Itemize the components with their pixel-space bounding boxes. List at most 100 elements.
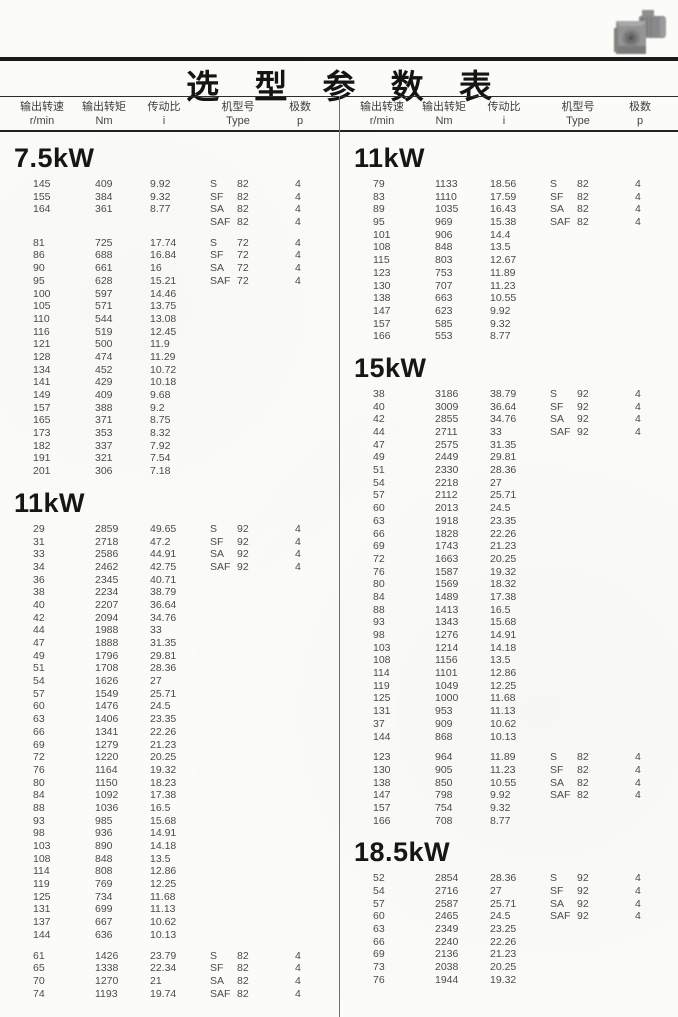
speed-cell — [33, 216, 95, 229]
torque-cell: 1413 — [435, 603, 459, 616]
type-size-cell: 82 — [577, 776, 589, 789]
speed-cell: 63 — [373, 923, 385, 936]
ratio-cell: 19.32 — [490, 565, 517, 578]
torque-cell: 2136 — [435, 948, 459, 961]
type-name-cell — [210, 402, 237, 415]
table-row: 103 1214 14.18 — [340, 642, 678, 655]
ratio-cell: 22.26 — [490, 527, 517, 540]
table-row: 37 909 10.62 — [340, 718, 678, 731]
type-name-cell — [550, 540, 577, 553]
speed-cell: 38 — [373, 387, 385, 400]
speed-unit: r/min — [29, 115, 55, 127]
torque-cell: 1338 — [95, 962, 119, 975]
speed-cell: 145 — [33, 178, 51, 190]
table-row: 63 1406 23.35 — [0, 713, 339, 726]
type-size-cell — [237, 713, 295, 726]
type-name-cell — [210, 751, 237, 764]
type-name-cell — [210, 840, 237, 853]
table-row: 76 1587 19.32 — [340, 566, 678, 579]
ratio-cell: 49.65 — [150, 522, 177, 535]
type-name-cell: SF — [550, 885, 564, 897]
type-name-cell — [210, 929, 237, 942]
ratio-cell: 17.74 — [150, 236, 177, 249]
column-header-ratio: 传动比 i — [488, 100, 521, 128]
table-row: 44 1988 33 — [0, 624, 339, 637]
type-name-cell — [550, 815, 577, 828]
type-size-cell — [237, 440, 295, 453]
torque-cell: 953 — [435, 705, 453, 718]
speed-cell: 34 — [33, 560, 45, 573]
type-name-cell — [210, 891, 237, 904]
type-size-cell — [577, 553, 635, 566]
type-size-cell — [577, 318, 635, 331]
table-row: 121 500 11.9 — [0, 338, 339, 351]
speed-cell: 141 — [33, 376, 51, 389]
type-name-cell — [210, 427, 237, 440]
type-name-cell: SAF — [210, 274, 231, 287]
poles-cell — [635, 305, 675, 318]
type-size-cell — [237, 612, 295, 625]
ratio-cell: 17.38 — [490, 590, 517, 603]
table-row: 60 2013 24.5 — [340, 502, 678, 515]
table-row: 51 1708 28.36 — [0, 662, 339, 675]
torque-cell: 384 — [95, 190, 113, 203]
poles-cell — [635, 923, 675, 936]
speed-cell: 90 — [33, 262, 45, 275]
ratio-cell: 9.2 — [150, 401, 165, 414]
torque-cell: 371 — [95, 414, 113, 427]
type-name-cell: SF — [550, 400, 564, 413]
table-row: SAF 82 4 — [0, 216, 339, 229]
type-size-cell — [577, 731, 635, 744]
type-name-cell: SF — [210, 962, 224, 975]
ratio-cell: 11.9 — [150, 338, 170, 351]
speed-cell: 125 — [373, 692, 391, 705]
torque-cell: 1101 — [435, 667, 458, 680]
type-name-cell — [210, 878, 237, 891]
type-size-cell — [577, 578, 635, 591]
ratio-cell: 14.46 — [150, 287, 177, 300]
type-size-cell: 92 — [577, 400, 589, 413]
torque-cell: 1663 — [435, 552, 459, 565]
torque-cell: 2207 — [95, 598, 119, 611]
ratio-cell: 7.54 — [150, 452, 171, 465]
poles-cell — [635, 267, 675, 280]
torque-cell: 754 — [435, 801, 453, 814]
type-name-cell — [550, 642, 577, 655]
speed-cell: 44 — [373, 426, 385, 438]
table-row: 130 707 11.23 — [340, 280, 678, 293]
table-row: 81 725 17.74 S 72 4 — [0, 237, 339, 250]
type-name-cell: SAF — [550, 910, 571, 923]
type-size-cell: 72 — [237, 262, 249, 275]
table-row: 128 474 11.29 — [0, 351, 339, 364]
speed-cell: 47 — [33, 637, 45, 649]
poles-cell — [295, 662, 335, 675]
type-name-cell — [550, 477, 577, 490]
speed-cell: 157 — [373, 317, 391, 330]
type-size-cell: 92 — [237, 560, 249, 573]
table-row: 155 384 9.32 SF 82 4 — [0, 191, 339, 204]
ratio-cell: 22.26 — [490, 935, 517, 948]
type-size-cell — [577, 705, 635, 718]
ratio-cell: 7.92 — [150, 439, 171, 452]
table-row: 145 409 9.92 S 82 4 — [0, 178, 339, 191]
torque-unit: Nm — [95, 115, 113, 127]
table-row: 101 906 14.4 — [340, 229, 678, 242]
type-name-cell — [550, 936, 577, 949]
ratio-cell: 28.36 — [490, 464, 517, 477]
poles-cell — [635, 540, 675, 553]
poles-cell — [635, 241, 675, 254]
ratio-cell: 9.92 — [490, 304, 511, 317]
poles-cell — [635, 578, 675, 591]
speed-cell: 173 — [33, 427, 51, 440]
torque-cell: 803 — [435, 254, 453, 267]
type-size-cell: 92 — [237, 522, 249, 535]
table-row: 88 1036 16.5 — [0, 802, 339, 815]
type-size-cell: 82 — [237, 962, 249, 975]
poles-cell — [295, 288, 335, 301]
type-size-cell: 92 — [577, 897, 589, 910]
torque-cell: 848 — [95, 852, 113, 865]
torque-cell: 1156 — [435, 654, 458, 667]
ratio-cell: 36.64 — [150, 598, 177, 611]
speed-cell: 166 — [373, 814, 391, 827]
type-size-cell — [577, 961, 635, 974]
